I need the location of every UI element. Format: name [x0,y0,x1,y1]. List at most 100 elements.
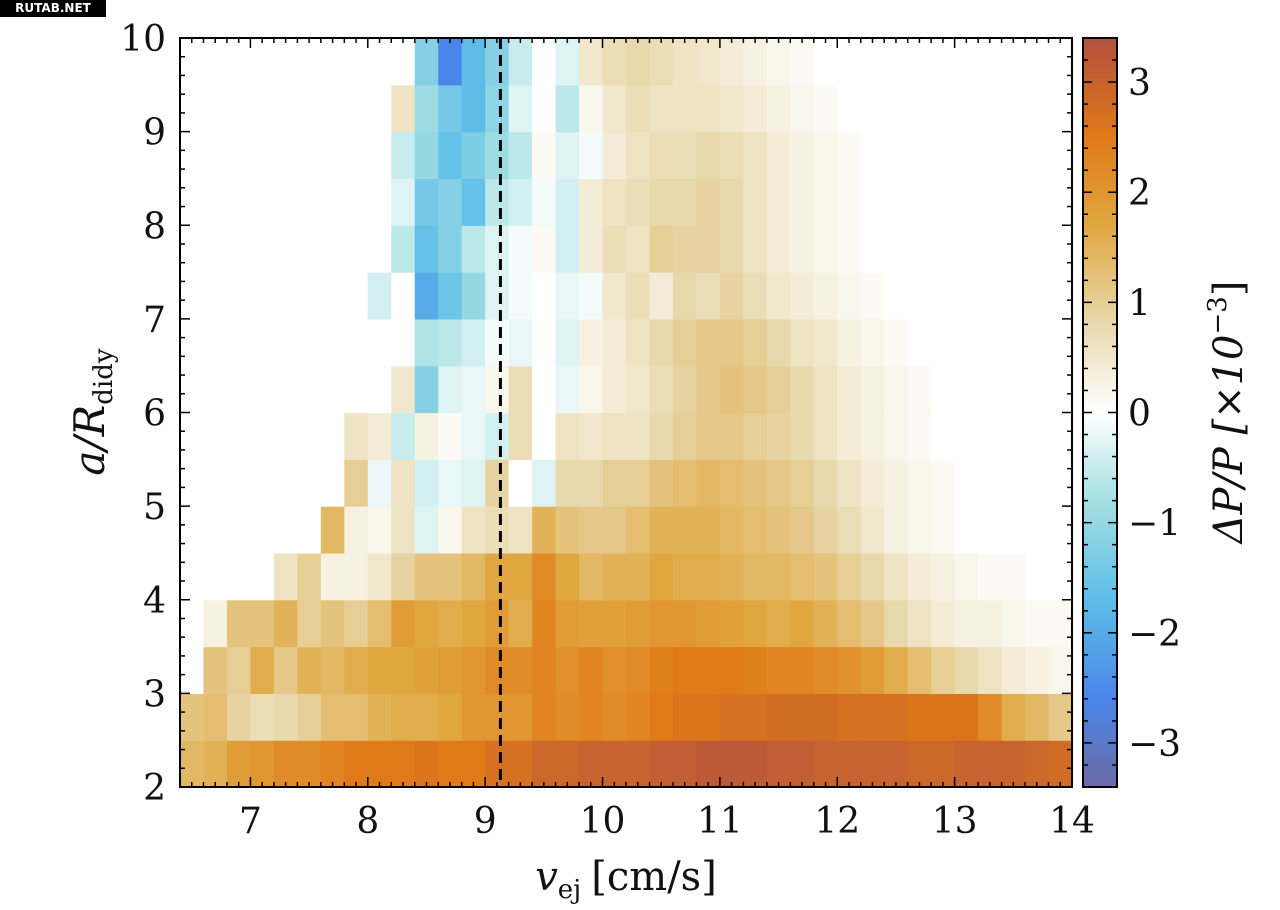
heatmap-cell [743,646,768,694]
heatmap-cell [508,38,533,39]
heatmap-cell [485,599,510,648]
y-tick-label: 3 [143,674,166,715]
heatmap-cell [602,318,627,367]
heatmap-cell [180,552,205,601]
heatmap-cell [391,693,416,741]
heatmap-cell [837,131,862,180]
heatmap-cell [672,552,698,601]
heatmap-cell [931,178,956,226]
heatmap-cell [884,178,909,226]
heatmap-cell [837,599,862,648]
heatmap-cell [602,84,627,133]
heatmap-cell [813,38,838,39]
heatmap-cell [508,272,533,320]
heatmap-cell [555,131,580,180]
heatmap-cell [250,225,275,273]
heatmap-cell [743,318,768,367]
heatmap-cell [766,552,791,601]
heatmap-cell [602,272,627,320]
heatmap-cell [461,38,486,86]
heatmap-cell [626,38,651,39]
heatmap-cell [508,84,533,133]
heatmap-cell [508,412,533,460]
heatmap-cell [602,38,627,39]
heatmap-cell [226,459,252,507]
heatmap-cell [555,552,580,601]
heatmap-cell [203,225,228,273]
heatmap-cell [438,552,463,601]
heatmap-cell [414,131,439,180]
heatmap-cell [391,412,416,460]
heatmap-cell [203,38,228,86]
heatmap-cell [414,38,439,39]
heatmap-cell [626,225,651,273]
heatmap-cell [203,740,228,787]
heatmap-cell [555,178,580,226]
heatmap-cell [766,178,791,226]
heatmap-cell [672,646,698,694]
heatmap-cell [626,84,651,133]
heatmap-cell [1048,38,1072,39]
heatmap-cell [860,506,885,554]
heatmap-cell [602,412,627,460]
colorbar-tick-label: 1 [1128,283,1151,324]
heatmap-cell [438,740,463,787]
heatmap-cell [180,318,205,367]
heatmap-cell [978,693,1003,741]
heatmap-cell [907,646,932,694]
heatmap-cell [532,599,557,648]
heatmap-cell [367,38,392,86]
heatmap-cell [837,38,862,39]
heatmap-cell [931,740,956,787]
heatmap-cell [203,412,228,460]
heatmap-cell [649,225,674,273]
heatmap-cell [954,365,979,414]
heatmap-cell [696,318,721,367]
x-axis-label-main: v [535,854,558,900]
heatmap-cell [1001,365,1026,414]
heatmap-cell [672,225,698,273]
heatmap-cell [226,740,252,787]
heatmap-cell [672,84,698,133]
heatmap-cell [438,318,463,367]
heatmap-cell [696,84,721,133]
heatmap-cell [766,459,791,507]
heatmap-cell [837,459,862,507]
heatmap-cell [250,38,275,39]
heatmap-cell [438,599,463,648]
heatmap-cell [1025,365,1050,414]
heatmap-cell [1001,646,1026,694]
heatmap-cell [414,318,439,367]
heatmap-cell [203,131,228,180]
heatmap-cell [931,84,956,133]
heatmap-cell [649,178,674,226]
heatmap-cell [813,412,838,460]
colorbar-ticks: −3 −2 −1 0 1 2 3 [1083,37,1181,788]
heatmap-cell [813,646,838,694]
heatmap-cell [860,272,885,320]
heatmap-cell [555,84,580,133]
heatmap-cell [1001,693,1026,741]
heatmap-cell [226,38,252,39]
colorbar-label-main: ΔP/P [×10 [1206,335,1252,546]
heatmap-cell [461,38,486,39]
heatmap-cell [931,38,956,86]
heatmap-cell [860,693,885,741]
heatmap-cell [649,599,674,648]
heatmap-cell [719,178,744,226]
heatmap-cell [579,272,604,320]
colorbar-tick-label: −3 [1128,724,1181,765]
heatmap-cell [555,506,580,554]
heatmap-cell [837,740,862,787]
heatmap-cell [931,646,956,694]
heatmap-cell [907,740,932,787]
heatmap-cell [532,365,557,414]
heatmap-cell [414,84,439,133]
heatmap-cell [1048,693,1072,741]
heatmap-cell [532,38,557,39]
heatmap-cell [743,272,768,320]
x-axis-label-sub: ej [558,875,581,905]
heatmap-cell [579,318,604,367]
heatmap-cell [320,740,345,787]
y-tick-label: 4 [143,581,166,622]
